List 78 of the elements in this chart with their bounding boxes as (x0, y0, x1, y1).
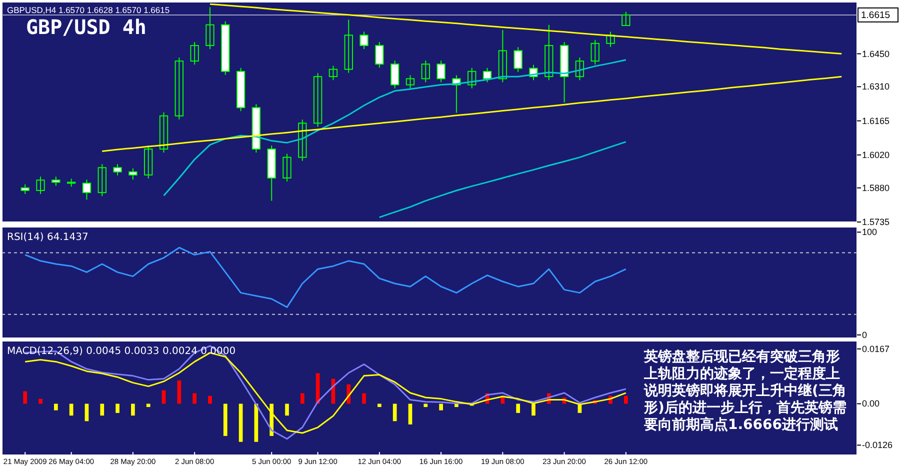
text: RSI(14) 64.1437 (7, 232, 88, 243)
candlestick (174, 57, 184, 120)
candlestick (590, 39, 600, 66)
bar (300, 393, 304, 404)
candlestick (436, 60, 446, 83)
candlestick (575, 57, 584, 81)
candlestick (98, 164, 106, 197)
candlestick (144, 145, 153, 179)
y-tick-label: 1.6020 (862, 150, 890, 160)
candlestick (52, 176, 60, 186)
candlestick (159, 112, 168, 154)
bar (208, 396, 212, 404)
candlestick (468, 67, 476, 89)
bar (238, 404, 243, 442)
bar (532, 404, 536, 416)
candlestick (482, 67, 492, 83)
candlestick (360, 31, 368, 50)
line-series (163, 59, 627, 196)
bar (23, 391, 28, 404)
annotation: 英镑盘整后现已经有突破三角形上轨阻力的迹象了，一定程度上说明英镑即将展开上升中继(三角形)后的进一步上行，首先英镑需要向前期高点1.6666进行测试 (644, 349, 848, 434)
bar (378, 404, 382, 408)
candlestick (113, 164, 122, 176)
line-series (378, 141, 627, 218)
candlestick (375, 42, 384, 68)
candlestick (82, 179, 92, 200)
candlestick (514, 46, 522, 72)
ref-line-label: 1.6615 (861, 10, 890, 21)
bar (177, 380, 182, 404)
y-tick-label: 1.6165 (862, 116, 890, 126)
bar (285, 404, 289, 416)
bar (516, 404, 520, 413)
candlestick (344, 19, 353, 74)
y-tick-label: 0.00 (862, 398, 880, 409)
line-series (24, 246, 627, 308)
text: GBP/USD 4h (26, 15, 146, 39)
bar (424, 404, 428, 408)
candlestick (313, 72, 322, 128)
y-tick-label: 1.5735 (862, 217, 890, 227)
bar (392, 404, 397, 422)
bar (362, 393, 366, 404)
candlestick (298, 119, 307, 162)
candlestick (328, 65, 338, 81)
chart-subtitle: GBPUSD,H4 1.6570 1.6628 1.6570 1.6615 (7, 5, 170, 15)
candlestick (606, 31, 615, 48)
candlestick (20, 184, 30, 194)
candlestick (544, 24, 554, 81)
y-tick-label: 0 (862, 330, 868, 340)
bar (146, 404, 150, 408)
candlestick (390, 60, 400, 89)
bar (192, 393, 196, 404)
bar (624, 396, 628, 404)
bar (439, 404, 443, 410)
bar (38, 398, 42, 404)
candlestick (421, 60, 430, 83)
candlestick (206, 6, 214, 50)
bar (116, 404, 120, 413)
bar (100, 404, 104, 416)
candlestick (190, 42, 199, 66)
bar (131, 404, 135, 416)
bar (69, 404, 74, 416)
y-tick-label: 100 (862, 227, 878, 238)
bar (223, 404, 228, 436)
candlestick (622, 11, 630, 26)
candlestick (36, 176, 45, 194)
bar (84, 404, 89, 422)
line-series (101, 76, 842, 152)
bar (54, 404, 58, 410)
y-tick-label: 1.6310 (862, 82, 890, 92)
y-tick-label: 1.6450 (862, 48, 890, 59)
y-tick-label: 0.0167 (862, 344, 890, 354)
bar (408, 404, 412, 424)
line-series (209, 3, 842, 55)
y-tick-label: 1.5880 (862, 182, 890, 193)
candlestick (406, 74, 415, 89)
candlestick (128, 168, 138, 180)
candlestick (282, 153, 292, 182)
y-tick-label: -0.0126 (862, 440, 893, 450)
candlestick (498, 30, 508, 83)
